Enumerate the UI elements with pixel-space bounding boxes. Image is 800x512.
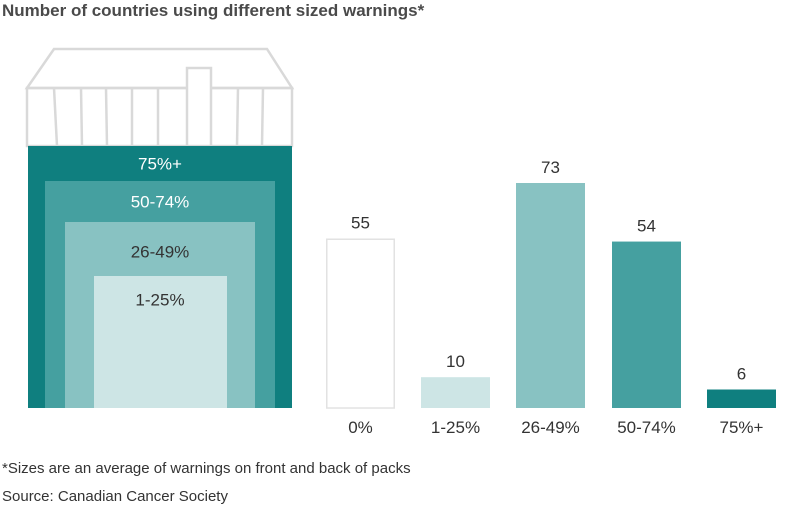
bar xyxy=(421,377,490,408)
pack-tab xyxy=(185,66,213,148)
pack-lid-line xyxy=(79,87,84,147)
category-label: 26-49% xyxy=(521,418,580,437)
pack-layer-label: 26-49% xyxy=(131,242,190,261)
pack-lid-body xyxy=(25,86,294,148)
pack-layer-label: 50-74% xyxy=(131,192,190,211)
category-label: 0% xyxy=(348,418,373,437)
bar-group: 55 0% 10 1-25% 73 26-49% 54 50-74% 6 75%+ xyxy=(326,158,776,437)
category-label: 1-25% xyxy=(431,418,480,437)
cigarette-pack-illustration: 75%+ 50-74% 26-49% 1-25% xyxy=(24,47,295,408)
pack-lid-top xyxy=(24,47,295,90)
bar xyxy=(326,238,395,409)
pack-lid-outline xyxy=(24,47,295,148)
pack-layer-label: 75%+ xyxy=(138,154,182,173)
pack-lid-line xyxy=(260,87,265,147)
bar-value-label: 54 xyxy=(637,217,656,236)
pack-layer-label: 1-25% xyxy=(135,290,184,309)
category-label: 75%+ xyxy=(720,418,764,437)
category-label: 50-74% xyxy=(617,418,676,437)
pack-lid-line xyxy=(52,87,59,147)
pack-lid-line xyxy=(104,87,109,147)
bar-value-label: 73 xyxy=(541,158,560,177)
bar-value-label: 6 xyxy=(737,365,746,384)
bar xyxy=(707,389,776,408)
pack-layer xyxy=(94,276,227,408)
bar-value-label: 55 xyxy=(351,213,370,232)
bar-value-label: 10 xyxy=(446,352,465,371)
source-note: Source: Canadian Cancer Society xyxy=(2,488,228,505)
bar xyxy=(516,183,585,408)
bar xyxy=(612,241,681,408)
chart-title: Number of countries using different size… xyxy=(2,1,425,20)
footnote: *Sizes are an average of warnings on fro… xyxy=(2,460,411,477)
pack-lid-line xyxy=(235,87,240,147)
